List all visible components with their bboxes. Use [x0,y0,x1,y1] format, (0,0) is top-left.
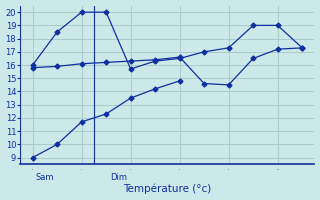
Text: Sam: Sam [36,173,54,182]
Text: Dim: Dim [110,173,127,182]
X-axis label: Température (°c): Température (°c) [123,184,212,194]
